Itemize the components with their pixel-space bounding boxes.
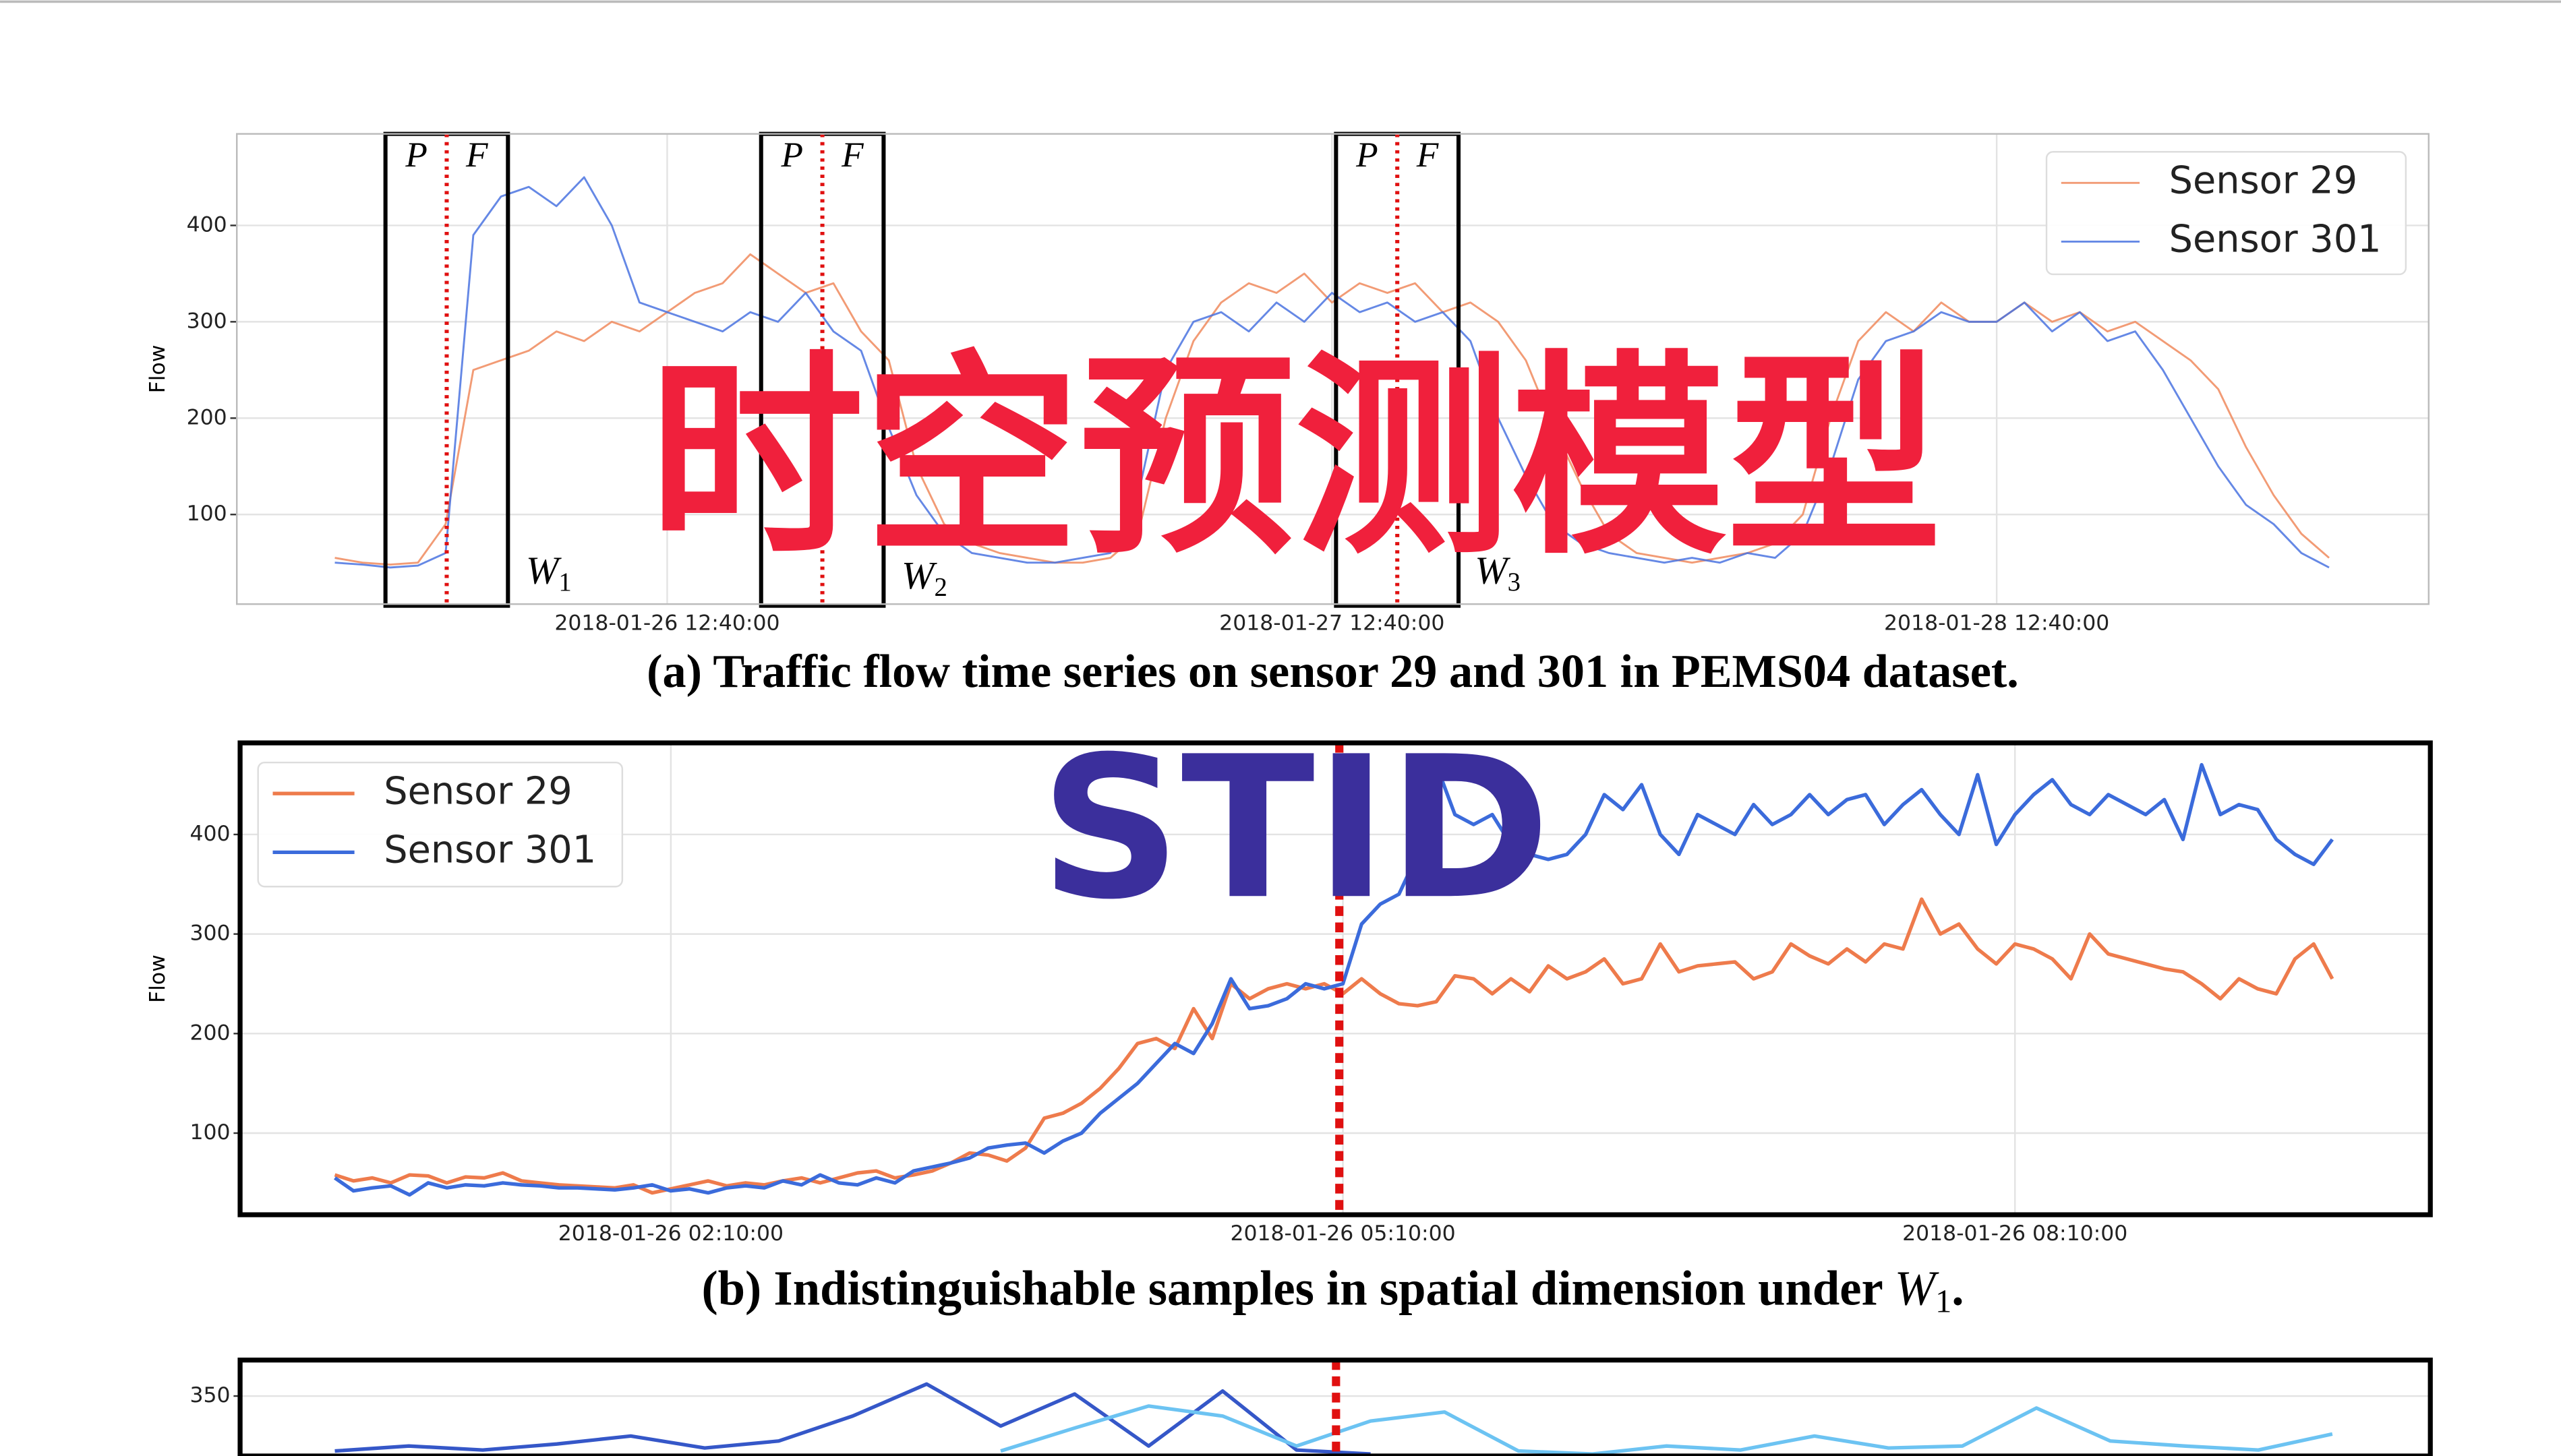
chart: 100 200 300 400 2018-01-26 02:10:00 2018-01-2…: [146, 740, 2433, 1319]
future-label: F: [841, 135, 864, 175]
window-index: 2: [934, 572, 947, 601]
past-label: P: [780, 135, 803, 175]
window-name: W: [526, 549, 562, 593]
legend-label: Sensor 301: [384, 828, 596, 872]
past-label: P: [1355, 135, 1378, 175]
y-axis-label: Flow: [146, 344, 170, 393]
y-tick-label: 300: [189, 921, 230, 946]
y-tick-label: 300: [187, 309, 227, 333]
caption: (b) Indistinguishable samples in spatial…: [701, 1261, 1964, 1319]
caption-part: .: [1951, 1261, 1964, 1315]
series-line: [1000, 1404, 2333, 1456]
y-tick-label: 400: [187, 212, 227, 237]
y-tick-label: 400: [189, 822, 230, 846]
legend-label: Sensor 29: [384, 769, 572, 813]
chart: 350: [189, 1358, 2433, 1456]
window-name: W: [1475, 549, 1510, 593]
plot-frame: [237, 740, 2433, 1217]
overlay-title: 时空预测模型: [649, 333, 1942, 584]
series-line: [334, 1382, 1371, 1456]
x-tick-label: 2018-01-26 05:10:00: [1230, 1221, 1455, 1246]
caption-part: 1: [1935, 1283, 1951, 1319]
legend-label: Sensor 29: [2169, 158, 2358, 202]
window-name: W: [902, 553, 937, 597]
window-index: 3: [1508, 568, 1521, 597]
window-label: W2: [902, 553, 947, 601]
series-line: [334, 176, 2330, 569]
future-label: F: [1416, 135, 1439, 175]
y-tick-label: 100: [189, 1120, 230, 1145]
y-tick-label: 200: [189, 1021, 230, 1045]
plot-frame: [236, 133, 2430, 605]
window-index: 1: [558, 568, 571, 597]
series-line: [334, 762, 2334, 1197]
caption-part: (b) Indistinguishable samples in spatial…: [701, 1261, 1894, 1315]
x-tick-label: 2018-01-26 08:10:00: [1902, 1221, 2127, 1246]
overlay-subtitle: STID: [1040, 714, 1550, 942]
caption-part: W: [1895, 1261, 1940, 1315]
x-tick-label: 2018-01-28 12:40:00: [1884, 611, 2109, 635]
window-label: W3: [1475, 549, 1521, 597]
charts: 100 200 300 400 2018-01-26 12:40:00 2018-01-2…: [146, 131, 2433, 1456]
y-tick-label: 100: [187, 502, 227, 526]
future-label: F: [465, 135, 488, 175]
y-tick-label: 200: [187, 405, 227, 429]
legend-label: Sensor 301: [2169, 218, 2382, 262]
window-label: W1: [526, 549, 572, 597]
y-axis-label: Flow: [146, 954, 170, 1003]
x-tick-label: 2018-01-26 02:10:00: [558, 1221, 784, 1246]
x-tick-label: 2018-01-26 12:40:00: [554, 611, 779, 635]
chart: 100 200 300 400 2018-01-26 12:40:00 2018-01-2…: [146, 131, 2430, 698]
x-tick-label: 2018-01-27 12:40:00: [1219, 611, 1444, 635]
past-label: P: [405, 135, 428, 175]
caption: (a) Traffic flow time series on sensor 2…: [647, 645, 2019, 698]
y-tick-label: 350: [189, 1383, 230, 1407]
